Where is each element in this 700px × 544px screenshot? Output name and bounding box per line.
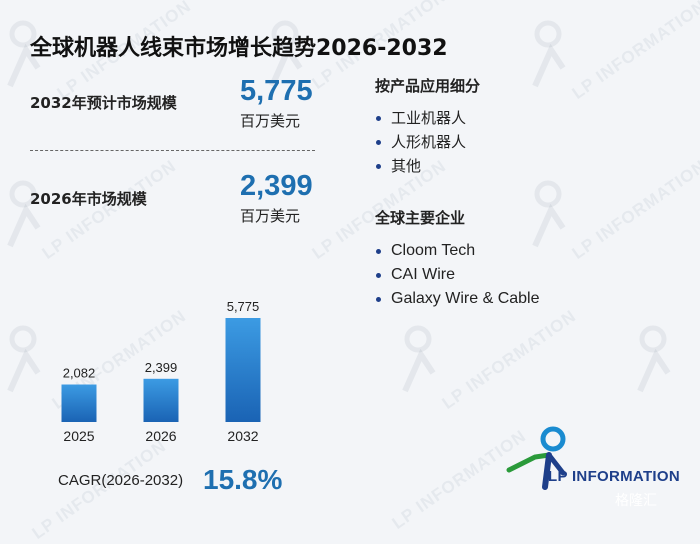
page-title: 全球机器人线束市场增长趋势2026-2032 <box>30 36 448 61</box>
segments-list: 工业机器人 人形机器人 其他 <box>375 106 466 178</box>
watermark-logo-icon <box>525 20 571 90</box>
bar-category-label: 2025 <box>63 428 94 444</box>
stats-divider <box>30 150 315 151</box>
bar-2032 <box>225 318 261 422</box>
watermark-logo-icon <box>262 20 308 90</box>
stat-value-2032: 5,775 <box>240 75 313 107</box>
runner-logo-icon <box>506 426 566 490</box>
bar-2025 <box>61 384 97 422</box>
companies-title: 全球主要企业 <box>375 209 466 227</box>
bar-value-label: 2,082 <box>63 366 96 381</box>
list-item: 人形机器人 <box>375 130 466 154</box>
list-item: 工业机器人 <box>375 106 466 130</box>
cagr-label: CAGR(2026-2032) <box>58 472 184 489</box>
stat-label-2032: 2032年预计市场规模 <box>30 94 177 112</box>
watermark-logo-icon <box>0 325 46 395</box>
bar-category-label: 2032 <box>227 428 258 444</box>
bar-category-label: 2026 <box>145 428 176 444</box>
stat-value-2026: 2,399 <box>240 170 313 202</box>
companies-list: Cloom Tech CAI Wire Galaxy Wire & Cable <box>375 239 540 311</box>
watermark-logo-icon <box>395 325 441 395</box>
watermark-logo-icon <box>0 180 46 250</box>
stat-unit-2026: 百万美元 <box>240 207 301 225</box>
logo-text: LP INFORMATION <box>548 468 680 485</box>
watermark-logo-icon <box>630 325 676 395</box>
list-item: Cloom Tech <box>375 239 540 263</box>
segments-title: 按产品应用细分 <box>375 77 481 95</box>
bar-chart: 2,082 2025 2,399 2026 5,775 2032 <box>61 299 261 444</box>
list-item: Galaxy Wire & Cable <box>375 287 540 311</box>
list-item: 其他 <box>375 154 466 178</box>
bar-2026 <box>143 378 179 422</box>
bar-value-label: 5,775 <box>227 299 260 314</box>
list-item: CAI Wire <box>375 263 540 287</box>
cagr-value: 15.8% <box>203 464 283 495</box>
bar-value-label: 2,399 <box>145 360 178 375</box>
watermark-credit: 格隆汇 <box>615 493 657 509</box>
stat-label-2026: 2026年市场规模 <box>30 190 147 208</box>
watermark-logo-icon <box>525 180 571 250</box>
watermark-logo-icon <box>0 20 46 90</box>
stat-unit-2032: 百万美元 <box>240 112 301 130</box>
